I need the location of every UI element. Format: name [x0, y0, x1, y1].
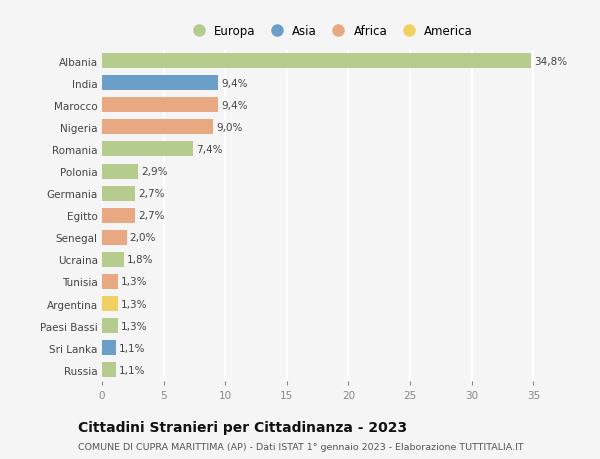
Bar: [102, 341, 116, 355]
Bar: [102, 252, 124, 267]
Bar: [102, 297, 118, 311]
Text: 7,4%: 7,4%: [196, 145, 223, 155]
Bar: [102, 142, 193, 157]
Text: 2,7%: 2,7%: [139, 211, 165, 221]
Text: 1,8%: 1,8%: [127, 255, 154, 265]
Text: COMUNE DI CUPRA MARITTIMA (AP) - Dati ISTAT 1° gennaio 2023 - Elaborazione TUTTI: COMUNE DI CUPRA MARITTIMA (AP) - Dati IS…: [78, 442, 524, 451]
Text: 9,0%: 9,0%: [216, 123, 242, 133]
Text: 9,4%: 9,4%: [221, 78, 247, 89]
Legend: Europa, Asia, Africa, America: Europa, Asia, Africa, America: [182, 20, 478, 42]
Text: 1,3%: 1,3%: [121, 277, 148, 287]
Bar: [102, 120, 213, 135]
Bar: [102, 319, 118, 333]
Bar: [102, 164, 138, 179]
Text: 9,4%: 9,4%: [221, 101, 247, 111]
Bar: [102, 186, 135, 201]
Bar: [102, 274, 118, 289]
Bar: [102, 98, 218, 113]
Text: 1,1%: 1,1%: [119, 365, 145, 375]
Text: 2,9%: 2,9%: [141, 167, 167, 177]
Bar: [102, 208, 135, 223]
Bar: [102, 76, 218, 91]
Text: 34,8%: 34,8%: [534, 56, 567, 67]
Text: 1,3%: 1,3%: [121, 321, 148, 331]
Bar: [102, 363, 116, 377]
Text: 2,0%: 2,0%: [130, 233, 156, 243]
Text: Cittadini Stranieri per Cittadinanza - 2023: Cittadini Stranieri per Cittadinanza - 2…: [78, 420, 407, 434]
Text: 2,7%: 2,7%: [139, 189, 165, 199]
Text: 1,3%: 1,3%: [121, 299, 148, 309]
Bar: [102, 230, 127, 245]
Bar: [102, 54, 531, 69]
Text: 1,1%: 1,1%: [119, 343, 145, 353]
